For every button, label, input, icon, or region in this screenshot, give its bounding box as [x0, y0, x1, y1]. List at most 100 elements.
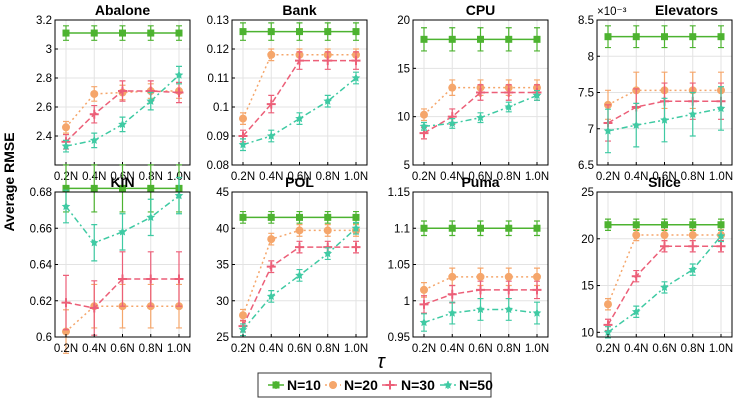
panel-puma-ytick-label: 1.05	[388, 260, 410, 272]
panel-pol-xtick-label: 0.8N	[316, 343, 340, 355]
panel-cpu-ytick-label: 10	[397, 112, 410, 124]
panel-abalone-point-n-20	[90, 89, 99, 98]
panel-pol-point-n-50	[266, 291, 276, 301]
panel-cpu-point-n-30	[476, 88, 485, 97]
panel-kin-point-n-30	[146, 274, 156, 284]
panel-puma-point-n-50	[476, 304, 485, 314]
panel-abalone-point-n-50	[174, 70, 184, 79]
panel-puma-point-n-50	[504, 304, 514, 314]
legend-marker-n-20	[329, 381, 337, 389]
panel-kin-point-n-10	[147, 184, 155, 192]
panel-pol-point-n-10	[324, 213, 332, 221]
panel-cpu: 5 10 15 20 0.2N 0.4N 0.6N 0.8N 1.0N CPU	[397, 2, 549, 183]
panel-abalone-point-n-50	[146, 96, 156, 105]
panel-kin-point-n-30	[89, 303, 99, 313]
panel-elevators-line-n-30	[607, 100, 721, 124]
panel-puma-ytick-label: 1.1	[394, 223, 410, 235]
panel-kin-point-n-10	[119, 184, 126, 192]
panel-puma-point-n-20	[420, 285, 428, 294]
panel-puma-point-n-20	[476, 272, 485, 281]
panel-bank-line-n-50	[242, 77, 357, 146]
panel-pol-xtick-label: 0.6N	[287, 343, 311, 355]
panel-elevators-point-n-10	[717, 33, 725, 41]
panel-kin-point-n-30	[174, 274, 184, 284]
panel-pol-line-n-50	[242, 227, 357, 331]
panel-puma-ytick-label: 0.95	[388, 332, 410, 344]
panel-abalone-point-n-10	[90, 29, 98, 37]
panels: 2.4 2.6 2.8 3 3.2 0.2N 0.4N 0.6N 0.8N 1.0N Abalone…	[30, 2, 734, 355]
panel-cpu-point-n-20	[420, 110, 428, 119]
legend-label-n-20: N=20	[344, 377, 378, 393]
panel-puma-point-n-30	[419, 299, 429, 309]
panel-kin-series-n-50	[61, 176, 184, 262]
panel-bank-point-n-30	[323, 56, 333, 66]
panel-puma-point-n-10	[477, 224, 484, 232]
panel-slice-point-n-10	[661, 221, 668, 229]
panel-puma-point-n-10	[533, 224, 541, 232]
panel-bank-ytick-label: 0.13	[207, 15, 229, 27]
panel-kin-ytick-label: 0.62	[30, 296, 52, 308]
panel-bank-title: Bank	[282, 2, 316, 18]
panel-abalone-series-n-10	[62, 25, 183, 41]
panel-slice-line-n-20	[607, 234, 721, 305]
panel-abalone-point-n-10	[147, 29, 155, 37]
panel-elevators-xtick-label: 0.2N	[596, 171, 620, 183]
legend: N=10 N=20 N=30 N=50	[257, 372, 493, 398]
panel-kin-line-n-30	[65, 278, 179, 309]
panel-slice-xtick-label: 0.8N	[681, 343, 705, 355]
panel-pol-xtick-label: 1.0N	[344, 343, 368, 355]
panel-cpu-point-n-10	[533, 35, 541, 43]
panel-kin-point-n-10	[62, 184, 70, 192]
panel-kin-series-n-30	[61, 251, 184, 336]
legend-entry-n-30: N=30	[382, 377, 435, 393]
panel-slice-point-n-30	[631, 271, 641, 281]
panel-elevators-point-n-10	[661, 33, 668, 41]
panel-abalone-point-n-10	[119, 29, 126, 37]
panel-bank-point-n-10	[352, 28, 360, 36]
panel-pol-series-n-10	[239, 210, 360, 224]
panel-puma-point-n-20	[448, 272, 457, 281]
panel-cpu-ytick-label: 15	[397, 63, 410, 75]
panel-abalone-series-n-50	[61, 65, 184, 153]
panel-kin-ytick-label: 0.6	[36, 332, 52, 344]
panel-kin-ytick-label: 0.66	[30, 223, 52, 235]
panel-abalone-point-n-30	[89, 109, 99, 119]
legend-entry-n-20: N=20	[325, 377, 378, 393]
panel-bank-point-n-30	[351, 56, 361, 66]
panel-abalone-point-n-10	[175, 29, 183, 37]
panel-kin-ytick-label: 0.64	[30, 260, 53, 272]
panel-puma-point-n-50	[532, 308, 542, 317]
panel-bank-point-n-10	[324, 28, 332, 36]
panel-puma-point-n-10	[505, 224, 513, 232]
panel-puma-point-n-30	[447, 289, 457, 299]
panel-cpu-point-n-50	[504, 102, 514, 111]
panel-pol-point-n-20	[323, 226, 332, 235]
panel-pol-point-n-30	[266, 262, 276, 272]
x-axis-label: τ	[377, 351, 386, 373]
panel-slice-point-n-50	[688, 265, 698, 274]
panel-kin: 0.6 0.62 0.64 0.66 0.68 0.2N 0.4N 0.6N 0.8N 1.0N K…	[30, 164, 191, 355]
panel-pol-ytick-label: 40	[216, 223, 229, 235]
legend-label-n-10: N=10	[287, 377, 321, 393]
panel-puma-series-n-20	[420, 267, 541, 298]
panel-bank-point-n-10	[296, 28, 303, 36]
panel-slice-series-n-30	[603, 240, 726, 332]
panel-abalone-title: Abalone	[95, 2, 150, 18]
panel-abalone-ytick-label: 3.2	[36, 15, 52, 27]
panel-elevators-point-n-50	[716, 103, 726, 113]
panel-pol-ytick-label: 35	[216, 260, 229, 272]
panel-pol-point-n-20	[239, 311, 247, 320]
panel-puma-line-n-20	[423, 276, 537, 291]
panel-slice-point-n-50	[660, 282, 669, 292]
panel-pol-point-n-50	[351, 223, 361, 232]
panel-bank-xtick-label: 0.2N	[231, 171, 255, 183]
panel-bank-series-n-10	[239, 22, 360, 41]
panel-abalone-ytick-label: 2.8	[36, 73, 52, 85]
panel-bank-point-n-50	[351, 73, 361, 82]
panel-cpu-xtick-label: 0.2N	[412, 171, 436, 183]
panel-cpu-point-n-50	[447, 118, 457, 128]
panel-slice-xtick-label: 0.2N	[596, 343, 620, 355]
panel-bank-xtick-label: 1.0N	[344, 171, 368, 183]
panel-slice-series-n-50	[603, 229, 726, 339]
